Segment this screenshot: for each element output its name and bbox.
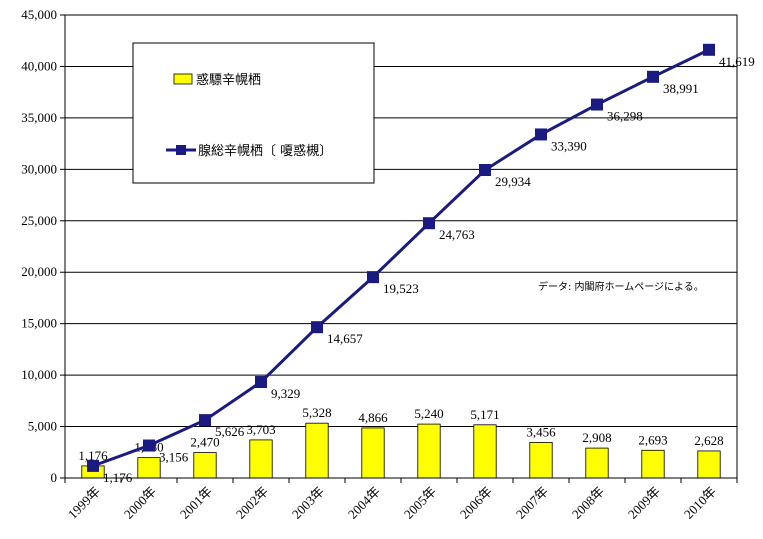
bar-value-label: 5,240: [414, 406, 443, 421]
line-value-label: 9,329: [271, 386, 300, 401]
y-tick-label: 10,000: [21, 367, 57, 382]
y-tick-label: 15,000: [21, 316, 57, 331]
legend-bar-swatch: [173, 73, 193, 85]
bar-value-label: 5,171: [470, 407, 499, 422]
y-tick-label: 25,000: [21, 213, 57, 228]
x-tick-label: 2006年: [457, 484, 495, 522]
source-note: データ: 内閣府ホームページによる。: [538, 280, 704, 293]
legend-line-marker: [176, 145, 186, 155]
x-tick-label: 1999年: [65, 484, 103, 522]
line-value-label: 38,991: [663, 81, 699, 96]
y-tick-label: 45,000: [21, 7, 57, 22]
x-tick-label: 2008年: [569, 484, 607, 522]
x-tick-label: 2009年: [625, 484, 663, 522]
y-tick-label: 0: [51, 470, 58, 485]
bar: [137, 457, 161, 479]
x-tick-label: 2000年: [121, 484, 159, 522]
line-marker: [367, 271, 379, 284]
legend-line-label: 腺総辛幌栖〔 嗄惑槻〕: [198, 143, 332, 159]
y-axis-ticks: 0 5,000 10,000 15,000 20,000 25,000 30,000 35,0…: [21, 7, 65, 485]
bar: [697, 450, 721, 479]
line-marker: [647, 70, 659, 83]
bar-value-label: 2,628: [694, 433, 723, 448]
line-marker: [479, 164, 491, 177]
line-value-label: 33,390: [551, 138, 587, 153]
bar-value-label: 5,328: [302, 405, 331, 420]
bar: [417, 423, 441, 479]
x-tick-label: 2004年: [345, 484, 383, 522]
y-tick-label: 40,000: [21, 58, 57, 73]
y-tick-label: 20,000: [21, 264, 57, 279]
bar-value-label: 1,176: [78, 448, 108, 463]
bar: [585, 447, 609, 479]
bar-value-label: 2,470: [190, 435, 219, 450]
line-value-label: 36,298: [607, 109, 643, 124]
legend: 惑驃辛幌栖 腺総辛幌栖〔 嗄惑槻〕: [132, 42, 375, 184]
series-line: [92, 48, 710, 468]
line-marker: [143, 439, 155, 452]
bar-value-label: 2,693: [638, 432, 667, 447]
y-tick-label: 30,000: [21, 161, 57, 176]
bar: [193, 452, 217, 479]
line-value-label: 5,626: [215, 424, 245, 439]
line-marker: [199, 414, 211, 427]
bar: [529, 442, 553, 479]
line-marker: [703, 43, 715, 56]
x-tick-label: 2010年: [681, 484, 719, 522]
line-marker: [535, 128, 547, 141]
x-tick-label: 2007年: [513, 484, 551, 522]
bar-value-label: 4,866: [358, 410, 388, 425]
y-tick-label: 5,000: [28, 419, 57, 434]
legend-bar-label: 惑驃辛幌栖: [196, 72, 261, 88]
line-marker: [591, 98, 603, 111]
bar: [473, 424, 497, 479]
line-value-label: 3,156: [159, 450, 189, 465]
line-value-label: 29,934: [495, 174, 531, 189]
line-marker: [255, 376, 267, 389]
bar-series: 1,1761,9802,4703,7035,3284,8665,2405,171…: [78, 405, 724, 479]
x-tick-label: 2005年: [401, 484, 439, 522]
bar: [249, 439, 273, 479]
line-marker: [311, 321, 323, 334]
bar: [641, 449, 665, 479]
y-tick-label: 35,000: [21, 110, 57, 125]
x-tick-label: 2002年: [233, 484, 271, 522]
x-tick-label: 2001年: [177, 484, 215, 522]
x-axis-ticks: 1999年 2000年 2001年 2002年 2003年 2004年 2005年 2006年…: [64, 478, 738, 522]
line-marker: [423, 217, 435, 230]
line-marker: [87, 459, 99, 472]
line-value-label: 1,176: [103, 470, 133, 485]
line-series: 1,176 3,156 5,626 9,329 14,657 19,523 24,763 29…: [87, 43, 755, 485]
bar-value-label: 3,456: [526, 424, 556, 439]
bar: [305, 422, 329, 479]
bar-value-label: 3,703: [246, 422, 275, 437]
plot-area: [64, 14, 738, 479]
line-value-label: 19,523: [383, 281, 419, 296]
bar-value-label: 2,908: [582, 430, 611, 445]
line-value-label: 24,763: [439, 227, 475, 242]
x-tick-label: 2003年: [289, 484, 327, 522]
line-value-label: 14,657: [327, 331, 363, 346]
bar: [361, 427, 385, 479]
